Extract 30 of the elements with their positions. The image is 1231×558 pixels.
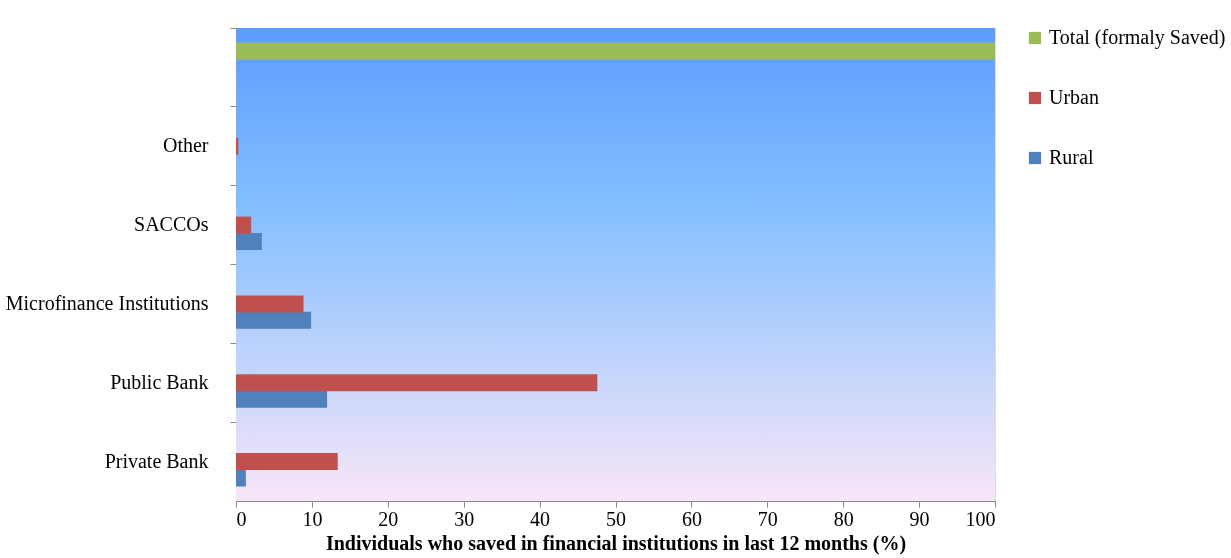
x-tick-label: 20 xyxy=(378,507,399,530)
x-tick-label: 80 xyxy=(833,507,854,530)
x-tick-label: 70 xyxy=(757,507,778,530)
bar xyxy=(236,311,312,329)
legend-label: Rural xyxy=(1049,146,1094,168)
y-tick-label: Other xyxy=(162,134,209,157)
x-tick-label: 40 xyxy=(530,507,551,530)
x-tick-label: 100 xyxy=(965,507,996,530)
y-tick-label: Microfinance Institutions xyxy=(5,291,209,314)
x-axis-title: Individuals who saved in financial institutions in last 12 months (%) xyxy=(325,531,907,555)
x-tick-label: 50 xyxy=(606,507,626,530)
y-tick-label: Private Bank xyxy=(104,449,209,472)
bar xyxy=(236,453,338,471)
bar xyxy=(236,295,304,313)
x-tick-label: 60 xyxy=(681,507,702,530)
x-tick-label: 0 xyxy=(236,507,247,530)
x-tick-label: 90 xyxy=(909,507,930,530)
bar xyxy=(236,374,598,392)
bar xyxy=(236,42,995,60)
legend-label: Urban xyxy=(1049,86,1099,108)
x-tick-label: 10 xyxy=(302,507,323,530)
y-tick-label: SACCOs xyxy=(134,213,209,236)
legend-label: Total (formaly Saved) xyxy=(1049,26,1226,49)
x-tick-label: 30 xyxy=(454,507,475,530)
bar xyxy=(236,233,262,251)
y-tick-label: Public Bank xyxy=(110,370,209,393)
bar xyxy=(236,469,246,487)
bar xyxy=(236,137,239,155)
bar xyxy=(236,216,252,234)
bar xyxy=(236,390,328,408)
